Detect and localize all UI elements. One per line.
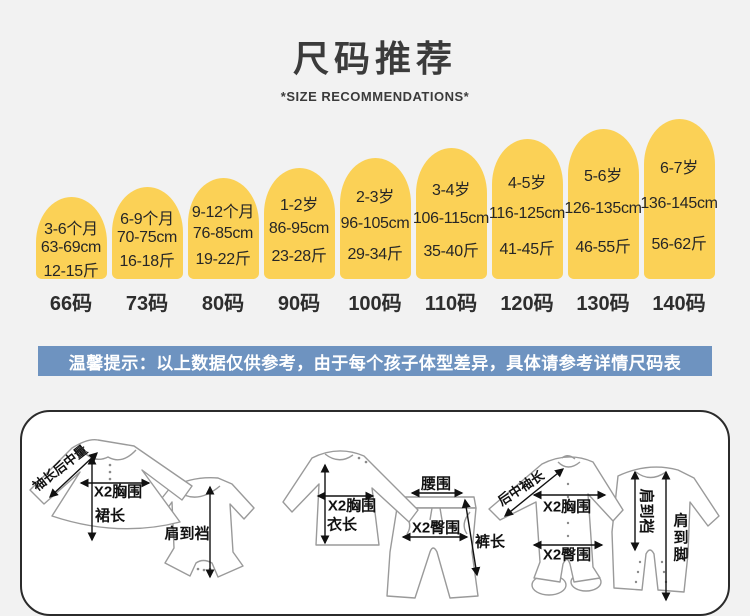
page-title: 尺码推荐: [292, 38, 457, 79]
dress-measure-arrows: [49, 452, 215, 579]
weight-range: 16-18斤: [119, 253, 175, 270]
size-code: 120码: [500, 293, 554, 315]
weight-range: 23-28斤: [271, 248, 327, 266]
size-code: 100码: [348, 293, 402, 315]
size-bar: 3-6个月 63-69cm 12-15斤: [35, 197, 107, 280]
size-bar: 6-7岁 136-145cm 56-62斤: [640, 119, 718, 279]
page-subtitle: *SIZE RECOMMENDATIONS*: [280, 89, 470, 104]
size-code: 130码: [576, 293, 630, 315]
size-bar: 5-6岁 126-135cm 46-55斤: [564, 129, 642, 279]
size-code-row: 66码 73码 80码 90码 100码 110码 120码 130码 140码: [36, 287, 715, 316]
size-bar: 1-2岁 86-95cm 23-28斤: [263, 168, 335, 279]
height-range: 96-105cm: [340, 214, 410, 232]
top-length-label: 衣长: [326, 516, 358, 534]
pants-length-arrow: [461, 498, 481, 577]
height-range: 63-69cm: [40, 239, 102, 256]
weight-range: 56-62斤: [651, 236, 707, 253]
romper-jumpsuit-measure-arrows: [503, 468, 671, 602]
jumpsuit-shoulder-foot-label: 肩到脚: [671, 512, 689, 564]
weight-range: 12-15斤: [43, 263, 99, 280]
measurement-diagram-panel: 袖长后中量 X2胸围 裙长 肩到裆 X2胸围 衣长 腰围 X2臀围 裤长 后中袖…: [20, 410, 730, 616]
size-bar: 3-4岁 106-115cm 35-40斤: [412, 148, 490, 279]
size-code: 110码: [424, 293, 478, 315]
age-range: 3-6个月: [44, 221, 98, 238]
pants-hip-label: X2臀围: [411, 519, 461, 537]
pants-length-label: 裤长: [474, 533, 506, 551]
size-code: 73码: [125, 293, 169, 315]
romper-chest-label: X2胸围: [542, 498, 592, 516]
height-range: 76-85cm: [192, 224, 254, 242]
weight-range: 29-34斤: [347, 245, 403, 263]
top-pants-measure-arrows: [316, 463, 481, 577]
dress-length-label: 裙长: [94, 507, 126, 525]
height-range: 70-75cm: [116, 229, 178, 246]
size-bar: 6-9个月 70-75cm 16-18斤: [111, 187, 183, 279]
age-range: 2-3岁: [356, 189, 394, 207]
weight-range: 19-22斤: [195, 250, 251, 268]
weight-range: 41-45斤: [499, 241, 555, 258]
size-bar-chart: 3-6个月 63-69cm 12-15斤 6-9个月 70-75cm 16-18斤 9-…: [35, 119, 718, 280]
weight-range: 46-55斤: [575, 238, 631, 256]
romper-hip-label: X2臀围: [542, 546, 592, 564]
bodysuit-snaps: [196, 567, 212, 572]
age-range: 9-12个月: [191, 204, 255, 222]
romper-drawing: [488, 455, 624, 596]
height-range: 86-95cm: [268, 219, 330, 237]
age-range: 3-4岁: [432, 181, 470, 199]
clothing-measurement-drawing: [29, 438, 720, 602]
weight-range: 35-40斤: [423, 243, 479, 261]
size-bar: 4-5岁 116-125cm 41-45斤: [488, 139, 566, 279]
size-code: 90码: [277, 293, 321, 315]
jumpsuit-shoulder-crotch-label: 肩到裆: [637, 488, 655, 534]
pants-waist-label: 腰围: [420, 475, 452, 493]
notice-bar: 温馨提示：以上数据仅供参考，由于每个孩子体型差异，具体请参考详情尺码表: [38, 346, 712, 376]
size-bar: 2-3岁 96-105cm 29-34斤: [339, 158, 411, 279]
age-range: 1-2岁: [280, 196, 318, 214]
age-range: 6-7岁: [660, 160, 698, 177]
bodysuit-drawing: [153, 477, 255, 578]
size-code: 80码: [201, 293, 245, 315]
height-range: 116-125cm: [488, 205, 566, 222]
dress-chest-label: X2胸围: [93, 483, 143, 501]
size-code: 66码: [49, 293, 93, 315]
age-range: 6-9个月: [120, 211, 174, 228]
height-range: 136-145cm: [640, 195, 718, 212]
height-range: 106-115cm: [412, 209, 490, 227]
size-bar: 9-12个月 76-85cm 19-22斤: [187, 178, 259, 279]
top-chest-label: X2胸围: [327, 497, 377, 515]
age-range: 4-5岁: [508, 175, 546, 192]
top-shoulder-snaps: [357, 456, 368, 464]
height-range: 126-135cm: [564, 200, 642, 217]
age-range: 5-6岁: [584, 167, 622, 185]
size-code: 140码: [652, 293, 706, 315]
bodysuit-shoulder-crotch-label: 肩到裆: [164, 525, 210, 543]
